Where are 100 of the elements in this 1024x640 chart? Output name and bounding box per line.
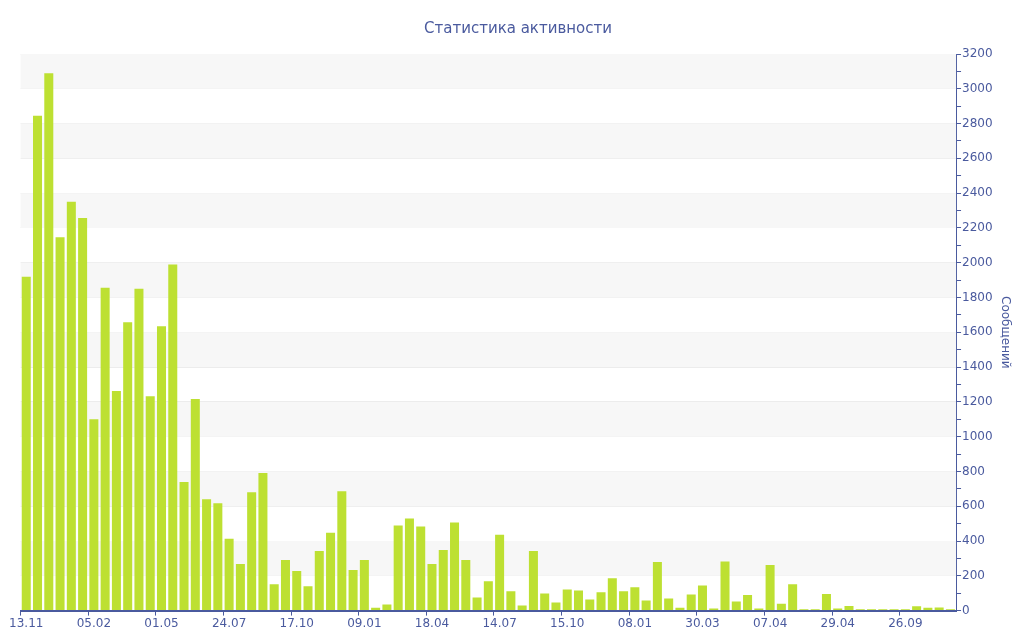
x-tick-label: 07.04 (752, 615, 788, 630)
bar (156, 326, 166, 611)
bar (404, 518, 414, 611)
bar (731, 601, 741, 611)
bar (912, 606, 922, 611)
y-axis-title: Сообщений (998, 296, 1013, 369)
x-tick-label: 30.03 (685, 615, 720, 630)
bar (821, 594, 831, 611)
bar (641, 600, 651, 611)
x-tick-label: 17.10 (279, 615, 314, 630)
y-tick-label: 800 (962, 463, 985, 478)
bar (326, 532, 336, 611)
bar (280, 559, 290, 611)
y-tick-label: 1800 (962, 289, 993, 304)
bar (292, 571, 302, 611)
bar (652, 562, 662, 611)
bar (44, 73, 54, 611)
bar (551, 602, 561, 611)
y-tick-label: 1200 (962, 394, 993, 408)
bar (55, 237, 65, 611)
bar (21, 276, 31, 611)
bar (686, 594, 696, 611)
bar (540, 593, 550, 611)
x-tick-label: 09.01 (347, 615, 382, 630)
y-tick-label: 2200 (962, 220, 993, 235)
bar (202, 499, 212, 611)
y-tick-label: 1000 (962, 428, 993, 443)
bar (461, 559, 471, 611)
bar (393, 525, 403, 611)
y-tick-label: 0 (962, 602, 970, 617)
bar (844, 605, 854, 611)
bar (359, 559, 369, 611)
bar (190, 399, 200, 611)
bar (528, 550, 538, 611)
bar (630, 587, 640, 611)
bar (269, 584, 279, 611)
bar (607, 578, 617, 611)
bar (562, 589, 572, 611)
bar (134, 288, 144, 611)
bar (788, 584, 798, 611)
y-tick-label: 2800 (962, 115, 993, 130)
bar (585, 599, 595, 611)
bar (123, 322, 133, 611)
bar (934, 607, 944, 611)
bar (438, 549, 448, 611)
bar (483, 581, 493, 611)
bar (179, 482, 189, 611)
y-tick-label: 2000 (962, 254, 993, 269)
bar (235, 563, 245, 611)
y-tick-label: 3200 (962, 46, 993, 61)
bar (743, 594, 753, 611)
y-tick-label: 600 (962, 498, 985, 513)
bar (111, 391, 121, 611)
bar (224, 538, 234, 611)
bar (303, 586, 313, 611)
bar (720, 561, 730, 611)
x-tick-label: 08.01 (617, 615, 653, 630)
x-tick-label: 18.04 (414, 615, 450, 630)
bar (495, 534, 505, 611)
bar (213, 503, 223, 611)
bar (66, 201, 76, 611)
bar (416, 526, 426, 611)
bar (100, 287, 110, 611)
bar (697, 585, 707, 611)
bar (337, 491, 347, 611)
bar (776, 603, 786, 611)
bar (450, 522, 460, 611)
bar (78, 218, 88, 611)
bar (168, 264, 178, 611)
y-tick-label: 200 (962, 567, 985, 582)
x-tick-label: 05.02 (76, 615, 112, 630)
x-tick-label: 01.05 (144, 615, 179, 630)
x-tick-label: 29.04 (820, 615, 855, 630)
x-tick-label: 13.11 (9, 615, 44, 630)
bar (89, 419, 99, 611)
bar (382, 604, 392, 611)
y-tick-label: 3000 (962, 80, 993, 95)
x-tick-label: 14.07 (482, 615, 517, 630)
y-tick-label: 400 (962, 533, 985, 548)
x-tick-label: 26.09 (888, 615, 923, 630)
x-tick-label: 15.10 (550, 615, 585, 630)
y-tick-label: 2600 (962, 150, 993, 165)
y-tick-label: 1400 (962, 359, 993, 374)
bar (765, 565, 775, 611)
bar (664, 598, 674, 611)
bar (573, 590, 584, 611)
x-tick-label: 24.07 (211, 615, 247, 630)
bar (427, 563, 437, 611)
bar (314, 550, 324, 611)
bar (472, 597, 482, 611)
bar (258, 473, 268, 611)
bar (619, 591, 629, 611)
y-tick-label: 2400 (962, 185, 993, 200)
bar (506, 591, 516, 611)
bar (247, 492, 257, 611)
bar (33, 115, 43, 611)
bar (145, 396, 155, 611)
y-tick-label: 1600 (962, 324, 993, 339)
chart-title: Статистика активности (424, 18, 612, 37)
bar (596, 592, 606, 611)
